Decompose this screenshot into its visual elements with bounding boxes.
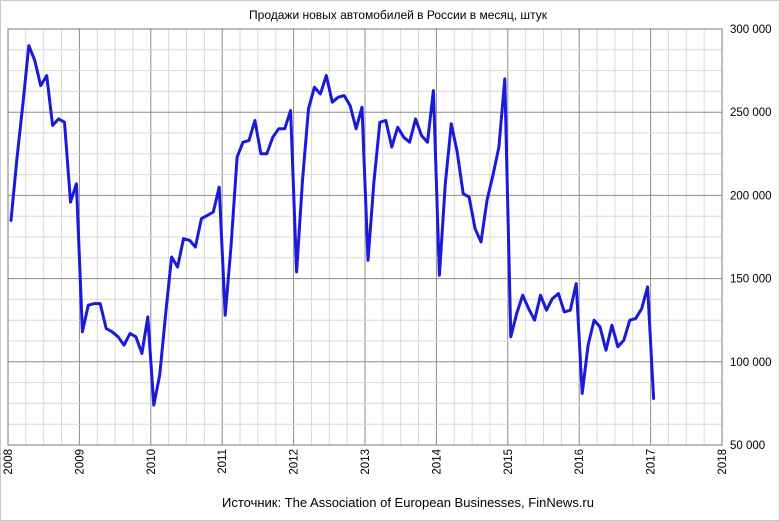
plot-border xyxy=(7,28,723,446)
x-tick-label: 2015 xyxy=(503,449,515,475)
chart-title: Продажи новых автомобилей в России в мес… xyxy=(249,8,548,22)
series-layer xyxy=(9,44,656,407)
x-tick-label: 2012 xyxy=(289,449,301,475)
x-axis-ticks: 2008 2009 2010 2011 2012 2013 2014 2015 2016 2017… xyxy=(3,448,729,474)
x-tick-label: 2017 xyxy=(646,449,658,475)
y-tick-label: 150 000 xyxy=(730,274,772,286)
x-tick-label: 2016 xyxy=(574,449,586,475)
y-tick-label: 300 000 xyxy=(730,24,772,36)
y-tick-label: 100 000 xyxy=(730,357,772,369)
x-tick-label: 2008 xyxy=(3,449,15,475)
x-tick-label: 2018 xyxy=(717,449,729,475)
y-axis-ticks: 50 000 100 000 150 000 200 000 250 000 300 00… xyxy=(730,24,772,452)
chart-source: Источник: The Association of European Bu… xyxy=(222,495,594,510)
y-tick-label: 250 000 xyxy=(730,107,772,119)
x-tick-label: 2010 xyxy=(146,449,158,475)
sales-series-line xyxy=(9,44,656,407)
x-tick-label: 2009 xyxy=(74,449,86,475)
gridlines xyxy=(7,28,723,446)
x-tick-label: 2014 xyxy=(431,448,443,474)
x-tick-label: 2011 xyxy=(217,449,229,474)
x-tick-label: 2013 xyxy=(360,449,372,475)
y-tick-label: 50 000 xyxy=(730,440,765,452)
y-tick-label: 200 000 xyxy=(730,190,772,202)
